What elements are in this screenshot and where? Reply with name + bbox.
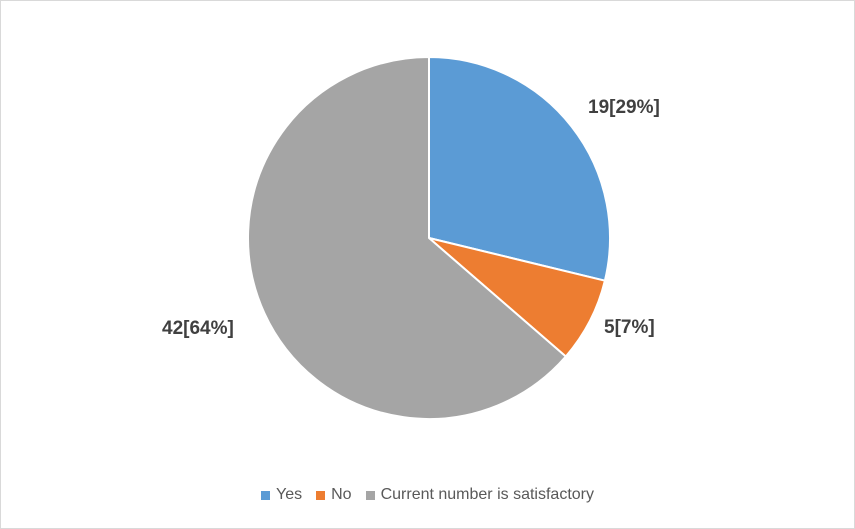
legend-item-yes: Yes xyxy=(261,486,302,504)
data-label-yes: 19[29%] xyxy=(588,97,660,118)
legend-swatch-no xyxy=(316,490,326,500)
legend-item-current-number: Current number is satisfactory xyxy=(365,486,594,504)
pie-slice-current-number xyxy=(247,56,567,420)
legend-item-no: No xyxy=(316,486,352,504)
data-label-no: 5[7%] xyxy=(604,317,655,338)
legend-label-no: No xyxy=(331,486,352,503)
legend-swatch-yes xyxy=(261,490,271,500)
legend-swatch-current-number xyxy=(365,490,375,500)
data-label-current-number: 42[64%] xyxy=(162,318,234,339)
legend-label-yes: Yes xyxy=(276,486,303,503)
legend: Yes No Current number is satisfactory xyxy=(1,486,854,504)
legend-label-current-number: Current number is satisfactory xyxy=(380,486,594,503)
pie-slice-yes xyxy=(428,56,611,282)
